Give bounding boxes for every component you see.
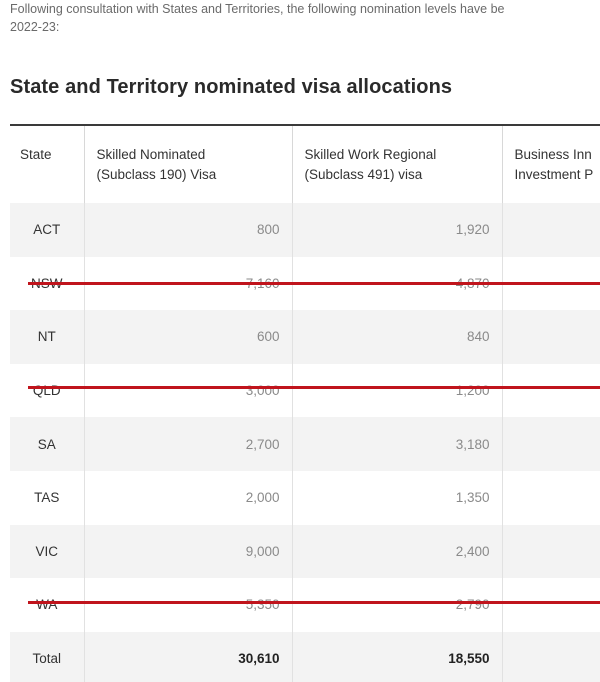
- header-491-line2: (Subclass 491) visa: [304, 167, 423, 182]
- table-row: WA 5,350 2,790: [10, 578, 600, 632]
- cell-491: 840: [291, 310, 502, 364]
- cell-biip: [501, 578, 600, 632]
- header-state: State: [10, 124, 84, 203]
- table-row: VIC 9,000 2,400: [10, 524, 600, 579]
- cell-190: 5,350: [83, 578, 292, 632]
- cell-total-biip: [501, 631, 600, 682]
- allocations-table-container: State Skilled Nominated (Subclass 190) V…: [10, 124, 600, 682]
- cell-state: SA: [10, 417, 84, 471]
- cell-491: 1,200: [291, 363, 502, 418]
- strikethrough-line-nsw: [28, 282, 600, 285]
- strikethrough-line-qld: [28, 386, 600, 389]
- intro-line-2: 2022-23:: [10, 20, 60, 34]
- intro-paragraph: Following consultation with States and T…: [10, 0, 600, 36]
- cell-190: 600: [83, 310, 292, 364]
- cell-190: 2,000: [83, 470, 292, 525]
- cell-state: WA: [10, 578, 84, 632]
- cell-state: TAS: [10, 470, 84, 525]
- cell-total-491: 18,550: [291, 631, 502, 682]
- header-subclass-190: Skilled Nominated (Subclass 190) Visa: [83, 124, 292, 203]
- page-title: State and Territory nominated visa alloc…: [10, 76, 453, 98]
- header-biip-line2: Investment P: [514, 167, 594, 182]
- cell-190: 2,700: [83, 417, 292, 471]
- header-state-label: State: [20, 147, 52, 162]
- table-header-row: State Skilled Nominated (Subclass 190) V…: [10, 124, 600, 203]
- header-subclass-491: Skilled Work Regional (Subclass 491) vis…: [291, 124, 502, 203]
- cell-biip: [501, 470, 600, 525]
- intro-line-1: Following consultation with States and T…: [10, 2, 505, 16]
- header-491-line1: Skilled Work Regional: [304, 147, 437, 162]
- cell-biip: [501, 310, 600, 364]
- cell-state: NT: [10, 310, 84, 364]
- cell-state: VIC: [10, 524, 84, 579]
- cell-491: 1,350: [291, 470, 502, 525]
- table-row: QLD 3,000 1,200: [10, 363, 600, 418]
- cell-total-label: Total: [10, 631, 84, 682]
- table-row: SA 2,700 3,180: [10, 417, 600, 471]
- cell-state: QLD: [10, 363, 84, 418]
- header-biip-line1: Business Inn: [514, 147, 592, 162]
- cell-190: 800: [83, 203, 292, 257]
- cell-491: 1,920: [291, 203, 502, 257]
- header-190-line1: Skilled Nominated: [96, 147, 206, 162]
- cell-491: 2,400: [291, 524, 502, 579]
- cell-biip: [501, 524, 600, 579]
- table-row: TAS 2,000 1,350: [10, 470, 600, 525]
- cell-491: 2,790: [291, 578, 502, 632]
- cell-biip: [501, 363, 600, 418]
- cell-190: 3,000: [83, 363, 292, 418]
- cell-biip: [501, 417, 600, 471]
- table-row: ACT 800 1,920: [10, 203, 600, 257]
- table-row: NT 600 840: [10, 310, 600, 364]
- allocations-table: State Skilled Nominated (Subclass 190) V…: [10, 124, 600, 682]
- table-total-row: Total 30,610 18,550: [10, 631, 600, 682]
- header-190-line2: (Subclass 190) Visa: [96, 167, 217, 182]
- cell-total-190: 30,610: [83, 631, 292, 682]
- header-business-innovation: Business Inn Investment P: [501, 124, 600, 203]
- cell-biip: [501, 203, 600, 257]
- strikethrough-line-wa: [28, 601, 600, 604]
- cell-491: 3,180: [291, 417, 502, 471]
- cell-state: ACT: [10, 203, 84, 257]
- cell-190: 9,000: [83, 524, 292, 579]
